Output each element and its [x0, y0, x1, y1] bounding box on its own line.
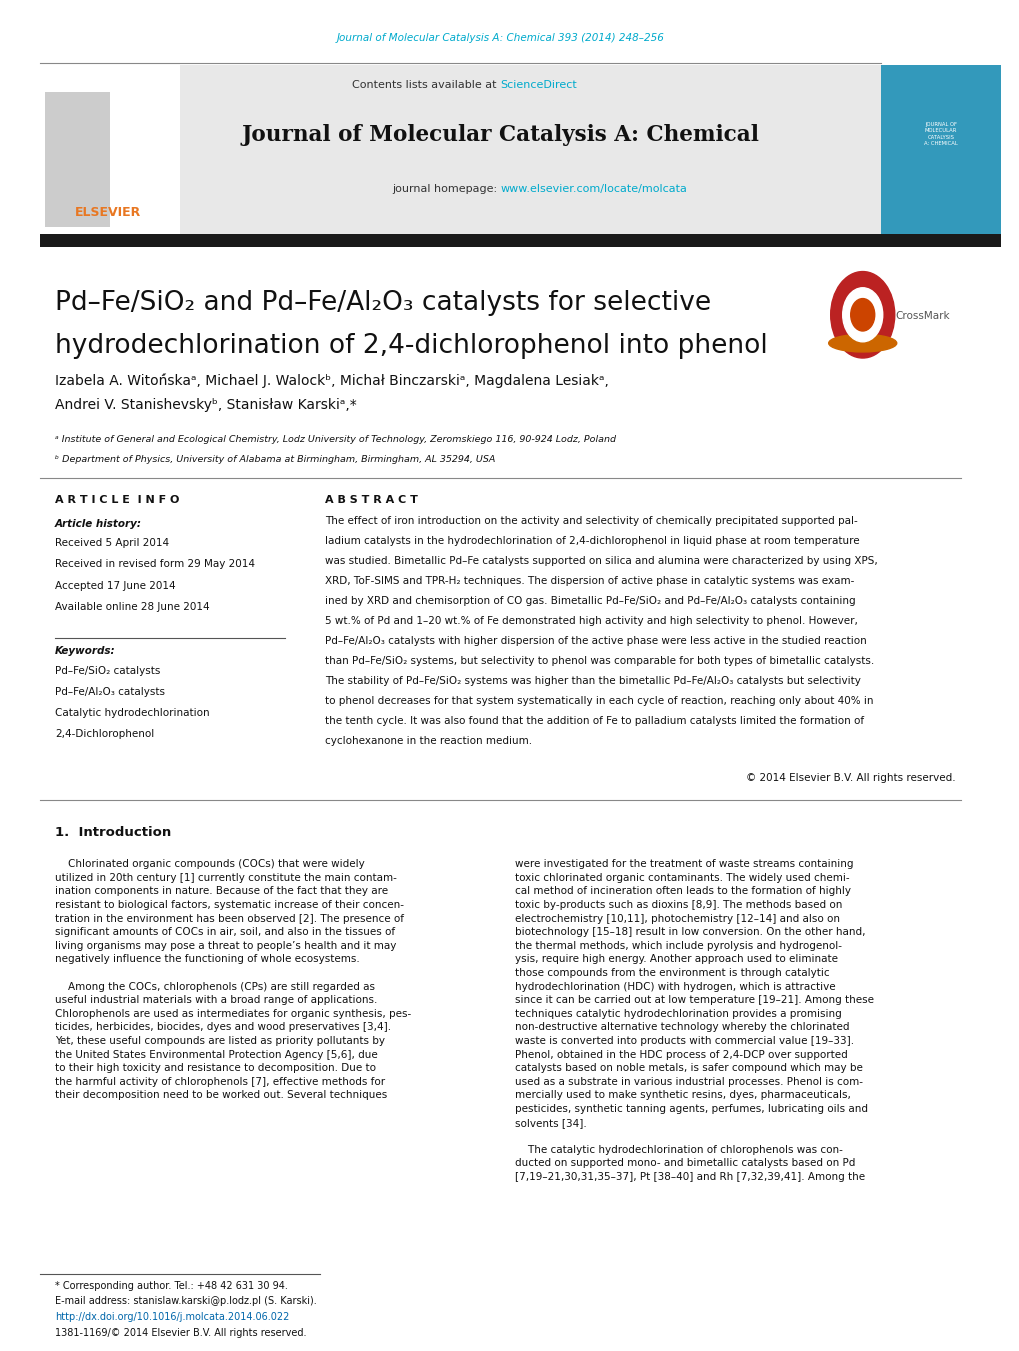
Text: Pd–Fe/Al₂O₃ catalysts: Pd–Fe/Al₂O₃ catalysts: [55, 688, 165, 697]
FancyBboxPatch shape: [40, 65, 879, 240]
Text: 2,4-Dichlorophenol: 2,4-Dichlorophenol: [55, 730, 154, 739]
Text: Journal of Molecular Catalysis A: Chemical 393 (2014) 248–256: Journal of Molecular Catalysis A: Chemic…: [336, 32, 663, 43]
FancyBboxPatch shape: [45, 92, 110, 227]
Text: Available online 28 June 2014: Available online 28 June 2014: [55, 603, 210, 612]
Circle shape: [850, 299, 874, 331]
Text: © 2014 Elsevier B.V. All rights reserved.: © 2014 Elsevier B.V. All rights reserved…: [746, 773, 955, 784]
Text: ᵃ Institute of General and Ecological Chemistry, Lodz University of Technology, : ᵃ Institute of General and Ecological Ch…: [55, 435, 615, 443]
Text: * Corresponding author. Tel.: +48 42 631 30 94.: * Corresponding author. Tel.: +48 42 631…: [55, 1281, 287, 1292]
Text: ELSEVIER: ELSEVIER: [74, 205, 141, 219]
Text: Andrei V. Stanishevskyᵇ, Stanisław Karskiᵃ,*: Andrei V. Stanishevskyᵇ, Stanisław Karsk…: [55, 399, 357, 412]
Text: Keywords:: Keywords:: [55, 646, 115, 657]
Text: ladium catalysts in the hydrodechlorination of 2,4-dichlorophenol in liquid phas: ladium catalysts in the hydrodechlorinat…: [325, 536, 859, 547]
Text: Pd–Fe/SiO₂ catalysts: Pd–Fe/SiO₂ catalysts: [55, 666, 160, 677]
Text: Accepted 17 June 2014: Accepted 17 June 2014: [55, 581, 175, 590]
Text: The effect of iron introduction on the activity and selectivity of chemically pr: The effect of iron introduction on the a…: [325, 516, 857, 527]
Text: E-mail address: stanislaw.karski@p.lodz.pl (S. Karski).: E-mail address: stanislaw.karski@p.lodz.…: [55, 1296, 317, 1306]
Text: Received in revised form 29 May 2014: Received in revised form 29 May 2014: [55, 559, 255, 570]
Text: ined by XRD and chemisorption of CO gas. Bimetallic Pd–Fe/SiO₂ and Pd–Fe/Al₂O₃ c: ined by XRD and chemisorption of CO gas.…: [325, 596, 855, 607]
Text: to phenol decreases for that system systematically in each cycle of reaction, re: to phenol decreases for that system syst…: [325, 696, 873, 707]
Text: Chlorinated organic compounds (COCs) that were widely
utilized in 20th century [: Chlorinated organic compounds (COCs) tha…: [55, 859, 411, 1101]
Text: JOURNAL OF
MOLECULAR
CATALYSIS
A: CHEMICAL: JOURNAL OF MOLECULAR CATALYSIS A: CHEMIC…: [923, 122, 957, 146]
Text: hydrodechlorination of 2,4-dichlorophenol into phenol: hydrodechlorination of 2,4-dichloropheno…: [55, 332, 767, 359]
Circle shape: [829, 272, 894, 358]
Text: A R T I C L E  I N F O: A R T I C L E I N F O: [55, 494, 179, 505]
Circle shape: [842, 288, 881, 342]
Text: Contents lists available at: Contents lists available at: [353, 80, 500, 91]
Text: 5 wt.% of Pd and 1–20 wt.% of Fe demonstrated high activity and high selectivity: 5 wt.% of Pd and 1–20 wt.% of Fe demonst…: [325, 616, 857, 627]
FancyBboxPatch shape: [879, 65, 1000, 240]
Text: http://dx.doi.org/10.1016/j.molcata.2014.06.022: http://dx.doi.org/10.1016/j.molcata.2014…: [55, 1312, 289, 1323]
Text: cyclohexanone in the reaction medium.: cyclohexanone in the reaction medium.: [325, 736, 532, 747]
Text: Pd–Fe/Al₂O₃ catalysts with higher dispersion of the active phase were less activ: Pd–Fe/Al₂O₃ catalysts with higher disper…: [325, 636, 866, 647]
Text: 1.  Introduction: 1. Introduction: [55, 825, 171, 839]
Text: was studied. Bimetallic Pd–Fe catalysts supported on silica and alumina were cha: was studied. Bimetallic Pd–Fe catalysts …: [325, 557, 877, 566]
FancyBboxPatch shape: [40, 65, 180, 240]
Text: Journal of Molecular Catalysis A: Chemical: Journal of Molecular Catalysis A: Chemic…: [242, 124, 758, 146]
Ellipse shape: [827, 334, 896, 353]
Text: ᵇ Department of Physics, University of Alabama at Birmingham, Birmingham, AL 352: ᵇ Department of Physics, University of A…: [55, 455, 495, 463]
Text: Article history:: Article history:: [55, 519, 142, 530]
Text: XRD, ToF-SIMS and TPR-H₂ techniques. The dispersion of active phase in catalytic: XRD, ToF-SIMS and TPR-H₂ techniques. The…: [325, 577, 854, 586]
Text: journal homepage:: journal homepage:: [391, 184, 500, 195]
Text: were investigated for the treatment of waste streams containing
toxic chlorinate: were investigated for the treatment of w…: [515, 859, 873, 1182]
Text: Pd–Fe/SiO₂ and Pd–Fe/Al₂O₃ catalysts for selective: Pd–Fe/SiO₂ and Pd–Fe/Al₂O₃ catalysts for…: [55, 289, 710, 316]
FancyBboxPatch shape: [40, 234, 1000, 247]
Text: ScienceDirect: ScienceDirect: [500, 80, 577, 91]
Text: The stability of Pd–Fe/SiO₂ systems was higher than the bimetallic Pd–Fe/Al₂O₃ c: The stability of Pd–Fe/SiO₂ systems was …: [325, 677, 860, 686]
Text: Received 5 April 2014: Received 5 April 2014: [55, 538, 169, 549]
Text: Izabela A. Witoń́skaᵃ, Michael J. Walockᵇ, Michał Binczarskiᵃ, Magdalena Lesiakᵃ: Izabela A. Witoń́skaᵃ, Michael J. Walock…: [55, 374, 608, 388]
Text: the tenth cycle. It was also found that the addition of Fe to palladium catalyst: the tenth cycle. It was also found that …: [325, 716, 863, 727]
Text: Catalytic hydrodechlorination: Catalytic hydrodechlorination: [55, 708, 210, 719]
Text: than Pd–Fe/SiO₂ systems, but selectivity to phenol was comparable for both types: than Pd–Fe/SiO₂ systems, but selectivity…: [325, 657, 873, 666]
Text: www.elsevier.com/locate/molcata: www.elsevier.com/locate/molcata: [500, 184, 687, 195]
Text: 1381-1169/© 2014 Elsevier B.V. All rights reserved.: 1381-1169/© 2014 Elsevier B.V. All right…: [55, 1328, 307, 1339]
Text: A B S T R A C T: A B S T R A C T: [325, 494, 418, 505]
Text: CrossMark: CrossMark: [895, 311, 950, 322]
